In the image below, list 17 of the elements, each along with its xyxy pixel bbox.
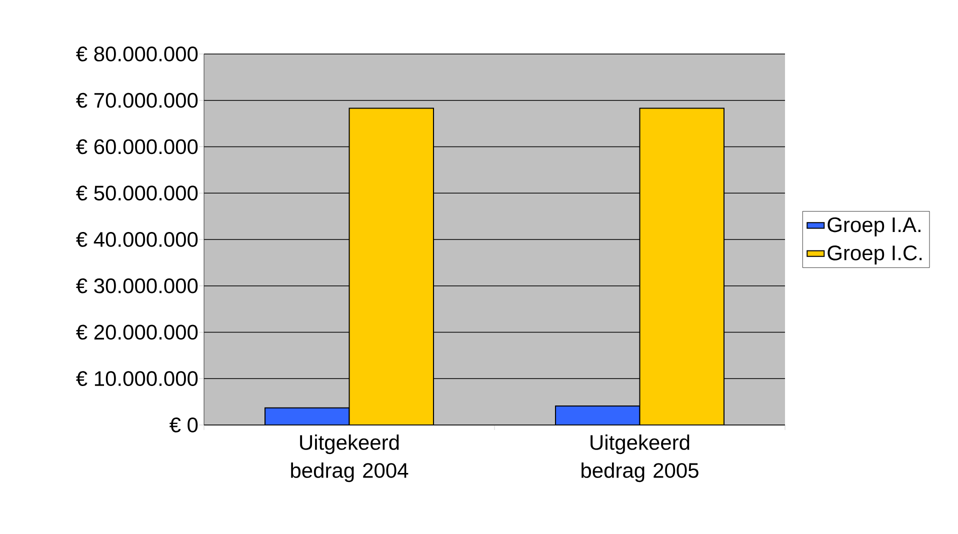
bar (348, 108, 434, 425)
bar (264, 407, 350, 425)
y-tick-label: € 70.000.000 (76, 92, 198, 108)
legend-label: Groep I.A. (828, 217, 920, 236)
bar (555, 405, 640, 425)
y-tick-label: € 50.000.000 (76, 186, 198, 201)
y-tick-label: € 20.000.000 (76, 324, 198, 340)
y-tick-label: € 80.000.000 (76, 46, 198, 62)
y-tick-label: € 10.000.000 (76, 371, 198, 386)
y-tick-label: € 30.000.000 (76, 278, 198, 294)
y-tick-label: € 0 (169, 418, 198, 432)
legend-label: Groep I.C. (828, 245, 922, 264)
y-tick-label: € 40.000.000 (76, 232, 198, 247)
y-tick-label: € 60.000.000 (76, 139, 198, 154)
bar (639, 108, 725, 425)
x-tick-label: Uitgekeerd bedrag 2004 (291, 434, 408, 482)
x-tick-label: Uitgekeerd bedrag 2005 (582, 434, 698, 482)
